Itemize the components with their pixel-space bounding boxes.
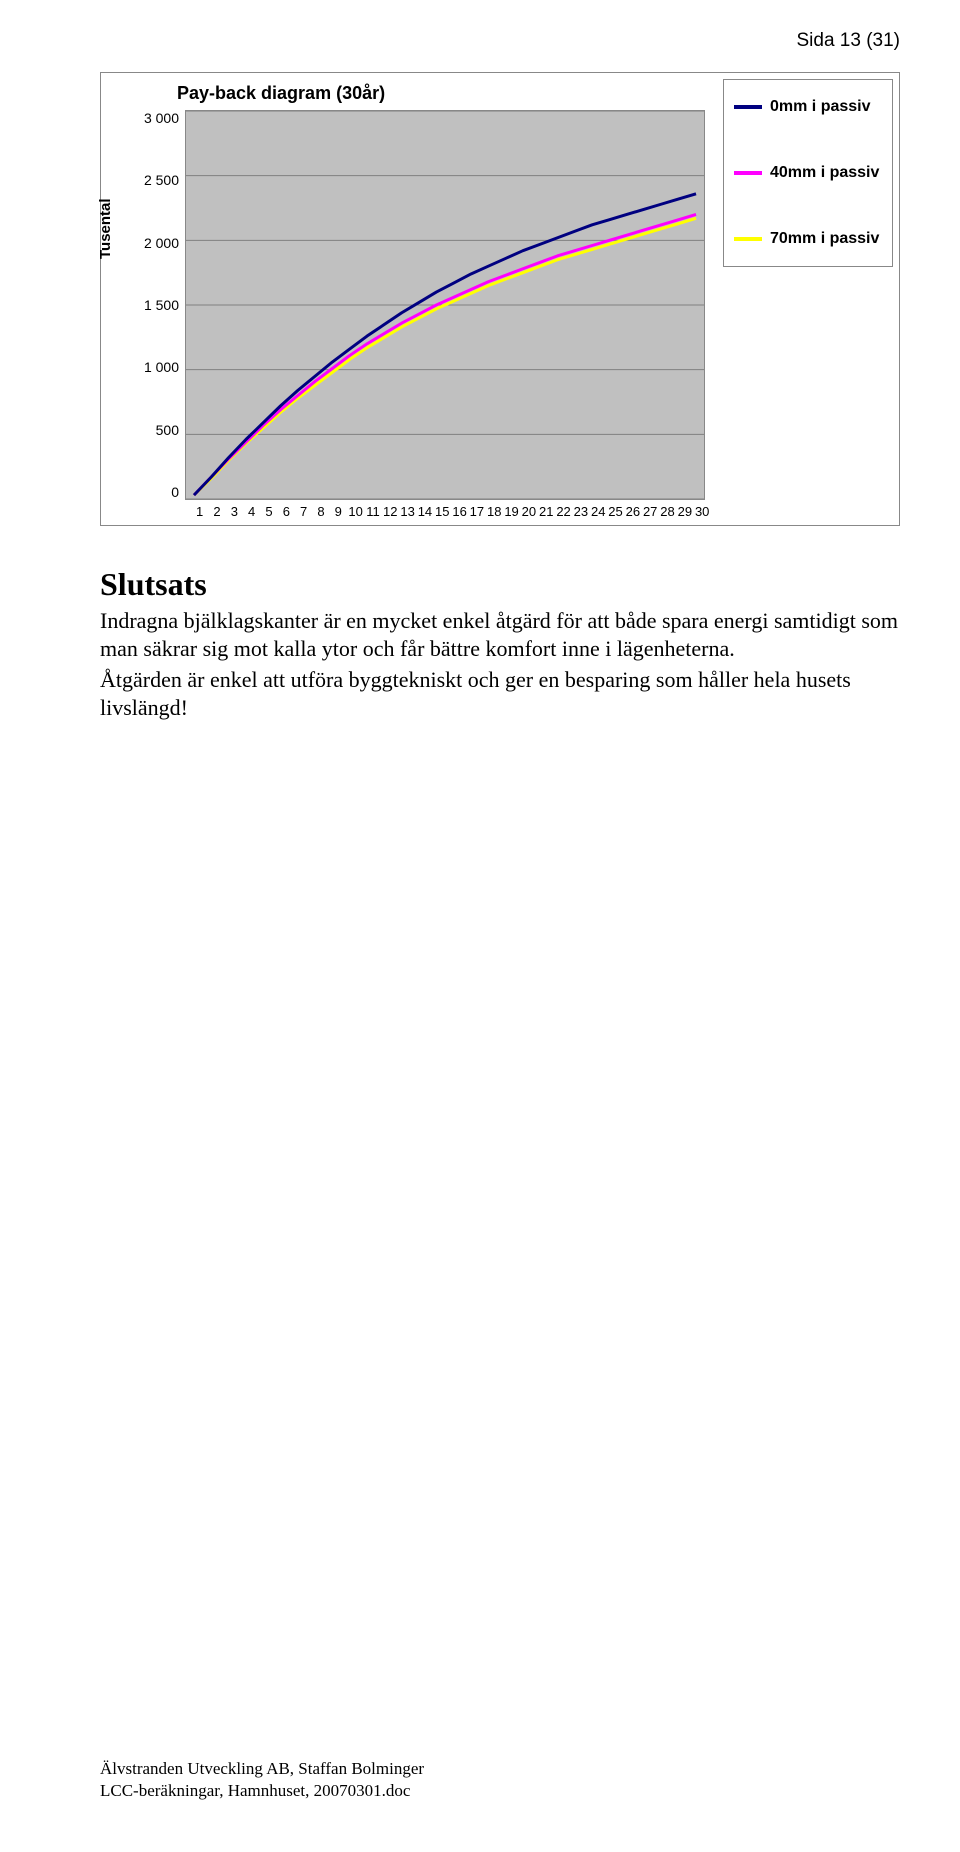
x-tick: 25 xyxy=(607,504,624,519)
x-tick: 28 xyxy=(659,504,676,519)
footer-line-1: Älvstranden Utveckling AB, Staffan Bolmi… xyxy=(100,1758,424,1780)
y-tick: 1 500 xyxy=(137,297,179,313)
x-tick: 18 xyxy=(486,504,503,519)
x-tick: 3 xyxy=(226,504,243,519)
y-tick: 2 000 xyxy=(137,235,179,251)
x-tick: 7 xyxy=(295,504,312,519)
plot-area xyxy=(185,110,705,500)
legend-item: 0mm i passiv xyxy=(734,98,882,116)
y-tick: 500 xyxy=(137,422,179,438)
conclusion-section: Slutsats Indragna bjälklagskanter är en … xyxy=(100,566,900,721)
footer-line-2: LCC-beräkningar, Hamnhuset, 20070301.doc xyxy=(100,1780,424,1802)
x-tick: 26 xyxy=(624,504,641,519)
x-tick: 29 xyxy=(676,504,693,519)
chart-svg xyxy=(186,111,704,499)
x-tick: 6 xyxy=(278,504,295,519)
legend-swatch xyxy=(734,237,762,241)
conclusion-para-1: Indragna bjälklagskanter är en mycket en… xyxy=(100,607,900,662)
y-axis-label: Tusental xyxy=(97,198,114,259)
x-tick: 16 xyxy=(451,504,468,519)
chart-plot-region: Pay-back diagram (30år) Tusental 3 0002 … xyxy=(107,79,711,519)
legend-item: 40mm i passiv xyxy=(734,164,882,182)
x-tick: 8 xyxy=(312,504,329,519)
x-tick: 15 xyxy=(434,504,451,519)
y-tick: 0 xyxy=(137,484,179,500)
x-tick: 10 xyxy=(347,504,364,519)
y-tick: 2 500 xyxy=(137,172,179,188)
x-tick: 9 xyxy=(330,504,347,519)
x-tick: 19 xyxy=(503,504,520,519)
x-tick: 14 xyxy=(416,504,433,519)
x-tick: 2 xyxy=(208,504,225,519)
legend-label: 0mm i passiv xyxy=(770,98,871,116)
x-tick: 4 xyxy=(243,504,260,519)
legend-label: 40mm i passiv xyxy=(770,164,879,182)
legend: 0mm i passiv 40mm i passiv 70mm i passiv xyxy=(723,79,893,267)
x-tick: 12 xyxy=(382,504,399,519)
legend-swatch xyxy=(734,105,762,109)
y-tick: 3 000 xyxy=(137,110,179,126)
x-tick: 24 xyxy=(590,504,607,519)
x-tick: 30 xyxy=(694,504,711,519)
page-footer: Älvstranden Utveckling AB, Staffan Bolmi… xyxy=(100,1758,424,1802)
x-tick: 5 xyxy=(260,504,277,519)
x-tick: 23 xyxy=(572,504,589,519)
x-tick: 22 xyxy=(555,504,572,519)
chart-container: Pay-back diagram (30år) Tusental 3 000 2 … xyxy=(100,72,900,526)
conclusion-para-2: Åtgärden är enkel att utföra byggteknisk… xyxy=(100,666,900,721)
x-tick: 21 xyxy=(538,504,555,519)
y-axis-ticks: 3 000 2 500 2 000 1 500 1 000 500 0 xyxy=(137,110,185,500)
x-tick: 1 xyxy=(191,504,208,519)
page-number: Sida 13 (31) xyxy=(100,30,900,52)
x-axis-ticks: 1234567891011121314151617181920212223242… xyxy=(191,500,711,519)
x-tick: 17 xyxy=(468,504,485,519)
x-tick: 11 xyxy=(364,504,381,519)
legend-swatch xyxy=(734,171,762,175)
legend-label: 70mm i passiv xyxy=(770,230,879,248)
legend-item: 70mm i passiv xyxy=(734,230,882,248)
conclusion-heading: Slutsats xyxy=(100,566,900,603)
x-tick: 20 xyxy=(520,504,537,519)
chart-title: Pay-back diagram (30år) xyxy=(177,83,711,104)
page: Sida 13 (31) Pay-back diagram (30år) Tus… xyxy=(0,0,960,1852)
x-tick: 13 xyxy=(399,504,416,519)
x-tick: 27 xyxy=(642,504,659,519)
y-tick: 1 000 xyxy=(137,359,179,375)
